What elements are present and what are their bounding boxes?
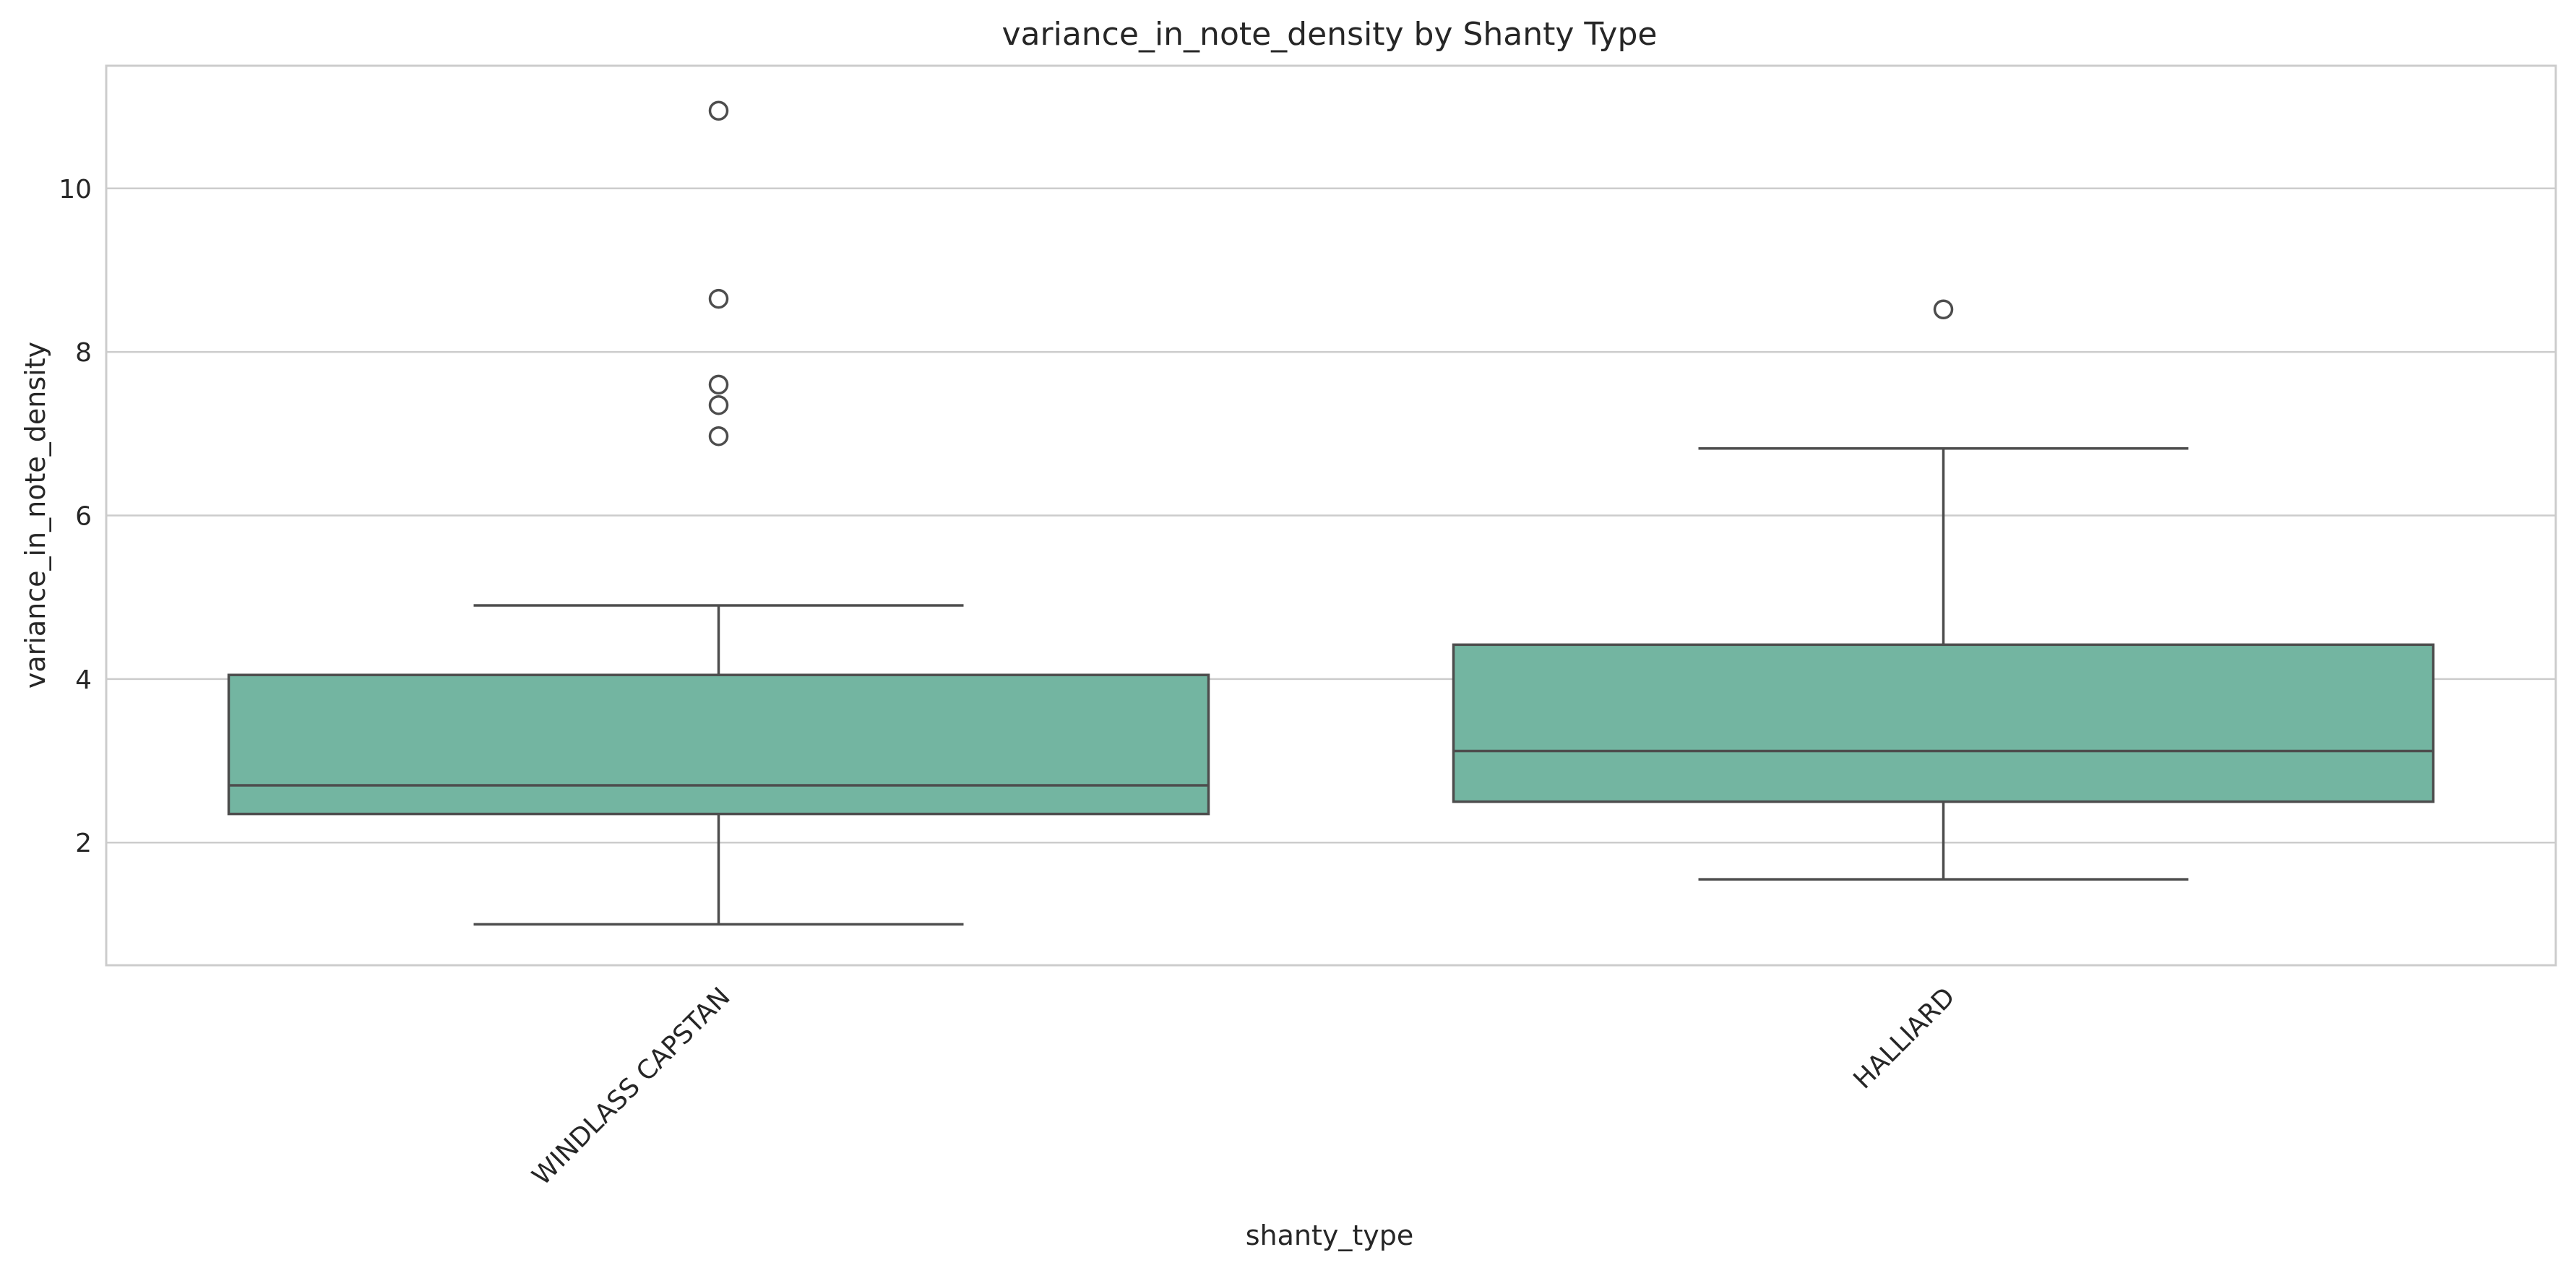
chart-title: variance_in_note_density by Shanty Type xyxy=(1002,16,1658,53)
outlier-point xyxy=(708,426,729,446)
x-axis-label: shanty_type xyxy=(1246,1220,1414,1251)
outlier-point xyxy=(1933,299,1954,320)
y-tick-label: 10 xyxy=(59,175,92,204)
outlier-point xyxy=(708,374,729,395)
outlier-point xyxy=(708,394,729,415)
y-tick-label: 8 xyxy=(75,338,92,368)
x-tick-label: HALLIARD xyxy=(1848,982,1961,1095)
iqr-box xyxy=(227,673,1210,816)
y-tick-label: 4 xyxy=(75,665,92,695)
x-tick-label: WINDLASS CAPSTAN xyxy=(527,982,736,1191)
outlier-point xyxy=(708,288,729,309)
y-tick-label: 2 xyxy=(75,829,92,858)
y-tick-label: 6 xyxy=(75,502,92,532)
iqr-box xyxy=(1452,643,2435,803)
marks-layer xyxy=(227,100,2435,926)
outlier-point xyxy=(708,100,729,121)
plot-area-frame xyxy=(105,64,2557,967)
y-axis-label: variance_in_note_density xyxy=(20,342,51,689)
